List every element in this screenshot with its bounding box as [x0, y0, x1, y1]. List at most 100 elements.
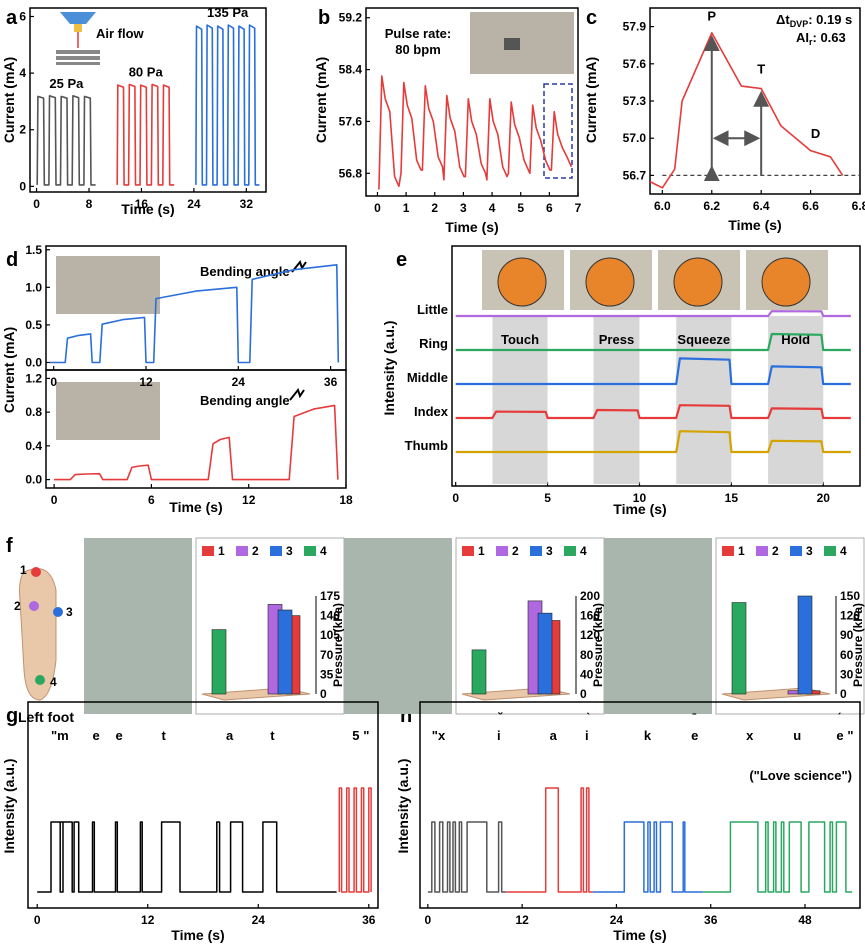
chart-c-ylabel: Current (mA)	[583, 57, 599, 143]
chart-f-ytick-label: 80	[580, 648, 594, 662]
chart-d-bottom-ytick-label: 0.0	[25, 473, 42, 487]
chart-e-xtick-label: 20	[817, 491, 831, 505]
chart-f-ytick-label: 160	[580, 609, 600, 623]
chart-b-xtick-label: 6	[546, 201, 553, 215]
chart-f-legend-swatch	[270, 546, 282, 556]
chart-e-phase-label: Touch	[501, 332, 539, 347]
chart-b-xtick-label: 0	[374, 201, 381, 215]
chart-c-xtick-label: 6.0	[654, 199, 671, 213]
chart-d-bottom-ytick-label: 1.2	[25, 371, 42, 385]
chart-f-ylabel: Pressure (kPa)	[331, 603, 345, 687]
chart-g-red-series	[338, 787, 372, 893]
chart-h-letter: "x	[432, 728, 446, 743]
chart-c-ytick-label: 57.9	[623, 20, 647, 34]
chart-g-letter: t	[162, 728, 167, 743]
chart-f-bar-4	[471, 649, 487, 695]
chart-f-legend-swatch	[202, 546, 214, 556]
chart-e-series-label: Little	[417, 302, 448, 317]
chart-d-bottom-xtick-label: 0	[51, 493, 58, 507]
chart-a-xtick-label: 0	[33, 197, 40, 211]
chart-h-letter: u	[793, 728, 801, 743]
chart-d-bottom-xtick-label: 6	[148, 493, 155, 507]
chart-g-letter: "m	[51, 728, 69, 743]
chart-c-ytick-label: 57.0	[623, 131, 647, 145]
chart-e: 0 5 10 15 20 Touch Press Squeeze Hold Little Ring M…	[381, 245, 861, 517]
chart-g-letter: a	[226, 728, 234, 743]
chart-a-xlabel: Time (s)	[121, 201, 174, 217]
chart-d-top-xtick-label: 0	[50, 375, 57, 389]
chart-f-legend-label: 4	[840, 544, 847, 558]
chart-e-xtick-label: 15	[725, 491, 739, 505]
chart-a-ytick-label: 4	[19, 66, 26, 80]
chart-h-series-0	[427, 821, 507, 893]
chart-f-legend-label: 2	[252, 544, 259, 558]
chart-e-series-label: Middle	[407, 370, 448, 385]
chart-e-series-thumb	[455, 430, 851, 454]
chart-b-xtick-label: 3	[460, 201, 467, 215]
inset-label: Air flow	[96, 26, 145, 41]
chart-a-xtick-label: 8	[86, 197, 93, 211]
chart-b-ytick-label: 57.6	[339, 114, 363, 128]
chart-d-top-ytick-label: 0.5	[25, 318, 42, 332]
chart-a-frame	[29, 7, 267, 193]
chart-h-letter: i	[585, 728, 589, 743]
chart-c-ytick-label: 57.3	[623, 94, 647, 108]
chart-b-ytick-label: 56.8	[339, 166, 363, 180]
ai-metric: AIr: 0.63	[796, 30, 846, 47]
chart-f-legend-swatch	[496, 546, 508, 556]
chart-f-legend-label: 1	[478, 544, 485, 558]
chart-g-letter: e	[92, 728, 99, 743]
panel-label-c: c	[586, 7, 597, 29]
chart-b-ytick-label: 58.4	[339, 63, 363, 77]
chart-f-ytick-label: 30	[840, 667, 854, 681]
chart-a-series-label: 135 Pa	[207, 5, 249, 20]
chart-e-phase-band	[492, 316, 548, 484]
chart-a-xtick-label: 16	[135, 197, 149, 211]
chart-h-xtick-label: 48	[798, 913, 812, 927]
foot-point-3: 3	[66, 605, 73, 619]
chart-f-legend-swatch	[756, 546, 768, 556]
chart-f-legend-label: 1	[218, 544, 225, 558]
chart-a-xtick-label: 32	[240, 197, 254, 211]
chart-g-xlabel: Time (s)	[171, 927, 224, 943]
chart-f: 1 2 3 4 Left foot 1 2 3 403570105140175Pres…	[14, 537, 865, 725]
chart-f-ylabel: Pressure (kPa)	[851, 603, 865, 687]
chart-c-marker-T: T	[757, 62, 765, 77]
chart-f-ytick-label: 60	[840, 648, 854, 662]
chart-f-ytick-label: 120	[580, 628, 600, 642]
foot-diagram: 1 2 3 4 Left foot	[14, 563, 74, 725]
chart-h: "x iˇa iˋk eˉx u eˊ" ("Love science") 0 12 24 36…	[395, 701, 861, 943]
chart-f-legend-swatch	[564, 546, 576, 556]
ball-icon	[497, 257, 547, 307]
chart-g-xtick-label: 0	[34, 913, 41, 927]
chart-c-marker-D: D	[811, 126, 820, 141]
chart-f-legend-swatch	[462, 546, 474, 556]
chart-c-ytick-label: 56.7	[623, 168, 647, 182]
chart-c: 6.0 6.2 6.4 6.6 6.8 56.7 57.0 57.3 57.6 57.9 P T D Δ…	[583, 7, 865, 233]
chart-h-xtick-label: 0	[425, 913, 432, 927]
foot-point-4: 4	[50, 675, 57, 689]
panel-label-b: b	[318, 7, 330, 29]
chart-a-series-label: 25 Pa	[49, 76, 84, 91]
chart-f-ytick-label: 40	[580, 667, 594, 681]
chart-a-ytick-label: 0	[19, 179, 26, 193]
chart-h-letter: k	[644, 728, 652, 743]
chart-f-ytick-label: 120	[840, 609, 860, 623]
nozzle-icon	[60, 12, 96, 24]
chart-h-accent: ˋ	[586, 710, 590, 725]
chart-e-series-label: Thumb	[405, 438, 448, 453]
chart-c-marker-P: P	[707, 8, 716, 23]
chart-h-series-3	[702, 821, 853, 893]
bending-label-top: Bending angle	[200, 264, 290, 279]
chart-f-ytick-label: 140	[320, 609, 340, 623]
chart-f-legend-label: 3	[546, 544, 553, 558]
chart-c-xlabel: Time (s)	[728, 217, 781, 233]
chart-a-series-2	[195, 24, 260, 186]
chart-e-series-little	[455, 310, 851, 318]
wrist-photo-d	[56, 382, 160, 440]
panel-label-d: d	[6, 249, 18, 271]
chart-h-frame	[419, 701, 861, 909]
chart-b-xtick-label: 2	[431, 201, 438, 215]
chart-a-ytick-label: 6	[19, 9, 26, 23]
